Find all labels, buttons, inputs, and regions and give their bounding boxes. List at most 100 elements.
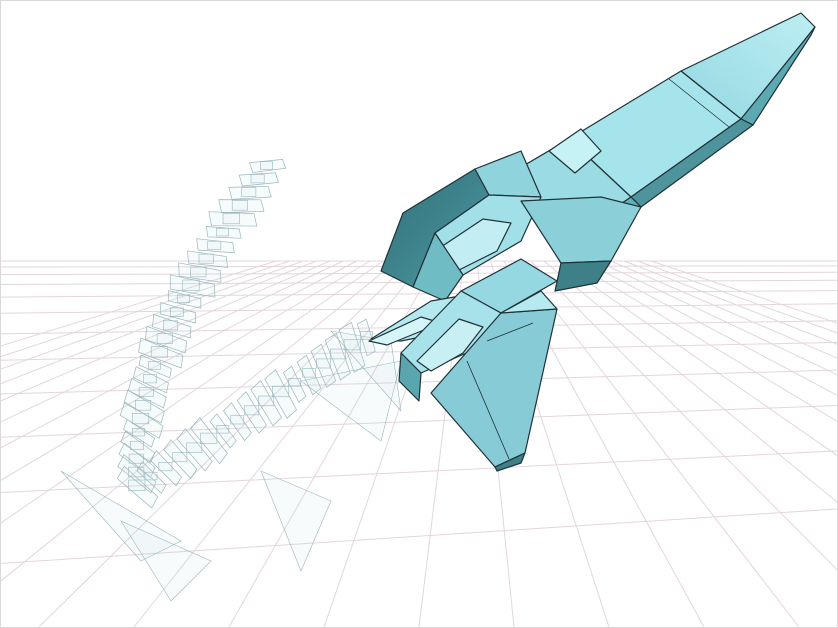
trail-ghost-box bbox=[271, 385, 290, 398]
grid-line-radial bbox=[570, 260, 837, 422]
trail-ghost-frame bbox=[159, 302, 197, 324]
trail-ghost-frame bbox=[120, 430, 156, 463]
trail-ghost-box bbox=[158, 462, 173, 472]
grid-line-radial bbox=[1, 260, 344, 423]
trail-ghost-frame bbox=[250, 380, 282, 427]
trail-ghost-box bbox=[156, 333, 173, 344]
trail-ghost-box bbox=[135, 400, 152, 411]
trail-ghost-box bbox=[170, 307, 184, 317]
trail-ghost-box bbox=[177, 294, 190, 303]
grid-line-radial bbox=[228, 260, 438, 627]
trail-ghost-box bbox=[241, 187, 257, 197]
upper-nacelle-edge bbox=[412, 232, 464, 302]
trail-ghost-box bbox=[182, 279, 200, 291]
trail-ghost-wing bbox=[300, 360, 402, 442]
grid-line-radial bbox=[1, 260, 398, 582]
trail-ghost-frame bbox=[228, 185, 272, 200]
trail-ghost-box bbox=[207, 240, 222, 250]
trail-ghost-frame bbox=[218, 199, 265, 213]
trail-ghost-frame bbox=[310, 343, 337, 388]
grid-line-depth bbox=[1, 404, 837, 438]
trail-ghost-box bbox=[288, 378, 302, 387]
trail-ghost-frame bbox=[209, 413, 237, 449]
trail-ghost-wing bbox=[120, 520, 212, 602]
trail-ghost-wing bbox=[260, 470, 332, 572]
grid-line-radial bbox=[1, 260, 371, 481]
trail-ghost-frame bbox=[163, 439, 198, 479]
trail-ghost-box bbox=[230, 415, 245, 425]
trail-ghost-box bbox=[144, 471, 158, 481]
grid-line-radial bbox=[1, 260, 277, 347]
trail-ghost-box bbox=[222, 213, 240, 225]
lower-nacelle-side bbox=[398, 352, 422, 402]
grid-line-depth bbox=[1, 450, 837, 494]
cockpit-ridge bbox=[548, 128, 602, 174]
grid-line-radial bbox=[1, 260, 290, 358]
trail-ghost-frame bbox=[236, 391, 267, 434]
trail-ghost-box bbox=[128, 479, 146, 491]
trail-ghost-box bbox=[343, 339, 361, 351]
trail-ghost-box bbox=[200, 432, 218, 444]
trail-ghost-frame bbox=[123, 389, 165, 424]
trail-ghost-frame bbox=[127, 377, 167, 409]
trail-ghost-frame bbox=[324, 332, 351, 381]
trail-ghost-box bbox=[138, 387, 154, 397]
trail-ghost-frame bbox=[223, 402, 252, 442]
trail-ghost-wing bbox=[60, 470, 182, 562]
trail-ghost-box bbox=[316, 358, 331, 369]
trail-ghost-frame bbox=[190, 417, 228, 465]
trail-ghost-frame bbox=[136, 461, 167, 494]
trail-ghost-box bbox=[198, 253, 214, 264]
grid-line-radial bbox=[1, 260, 331, 402]
trail-ghost-frame bbox=[119, 401, 164, 439]
trail-ghost-box bbox=[132, 412, 150, 425]
grid-line-radial bbox=[1, 260, 384, 524]
grid-line-radial bbox=[133, 260, 424, 627]
trail-ghost-frame bbox=[144, 325, 187, 354]
trail-ghost-frame bbox=[208, 211, 258, 227]
spaceship-model bbox=[368, 12, 816, 472]
trail-ghost-frame bbox=[138, 337, 184, 369]
grid-line-radial bbox=[38, 260, 411, 627]
trail-ghost-box bbox=[250, 174, 265, 184]
grid-line-radial bbox=[1, 260, 304, 370]
trail-ghost-frame bbox=[117, 454, 157, 494]
side-pod bbox=[520, 196, 642, 264]
trail-ghost-box bbox=[148, 361, 161, 370]
trail-ghost-frame bbox=[338, 321, 366, 373]
trail-ghost-box bbox=[329, 348, 346, 360]
grid-line-radial bbox=[597, 260, 837, 376]
grid-line-radial bbox=[516, 260, 800, 627]
trail-ghost-box bbox=[258, 395, 275, 407]
trail-ghost-box bbox=[150, 346, 168, 358]
trail-ghost-box bbox=[216, 228, 229, 237]
lower-nacelle-inner bbox=[416, 318, 484, 372]
trail-ghost-frame bbox=[176, 428, 213, 472]
trail-ghost-frame bbox=[296, 354, 322, 396]
grid-line-depth bbox=[1, 290, 837, 298]
trail-ghost-frame bbox=[149, 450, 182, 487]
trail-ghost-frame bbox=[168, 290, 202, 309]
trail-ghost-box bbox=[186, 442, 203, 453]
trail-ghost-box bbox=[360, 331, 373, 340]
main-wing bbox=[430, 308, 558, 468]
grid-line-radial bbox=[624, 260, 837, 345]
side-pod-lower bbox=[554, 260, 612, 292]
trail-ghost-box bbox=[132, 427, 145, 437]
grid-line-radial bbox=[583, 260, 837, 396]
trail-ghost-frame bbox=[264, 369, 297, 419]
trail-ghost-frame bbox=[238, 172, 279, 187]
trail-ghost-box bbox=[260, 161, 273, 170]
grid-line-radial bbox=[1, 260, 357, 449]
grid-line-radial bbox=[1, 260, 317, 385]
grid-line-radial bbox=[530, 260, 837, 571]
trail-ghost-box bbox=[216, 425, 230, 434]
main-wing-top bbox=[500, 290, 558, 314]
trail-ghost-frame bbox=[152, 314, 192, 339]
grid-line-radial bbox=[557, 260, 837, 456]
grid-line-radial bbox=[650, 260, 837, 324]
trail-ghost-box bbox=[190, 266, 207, 278]
trail-ghost-frame bbox=[282, 365, 307, 403]
